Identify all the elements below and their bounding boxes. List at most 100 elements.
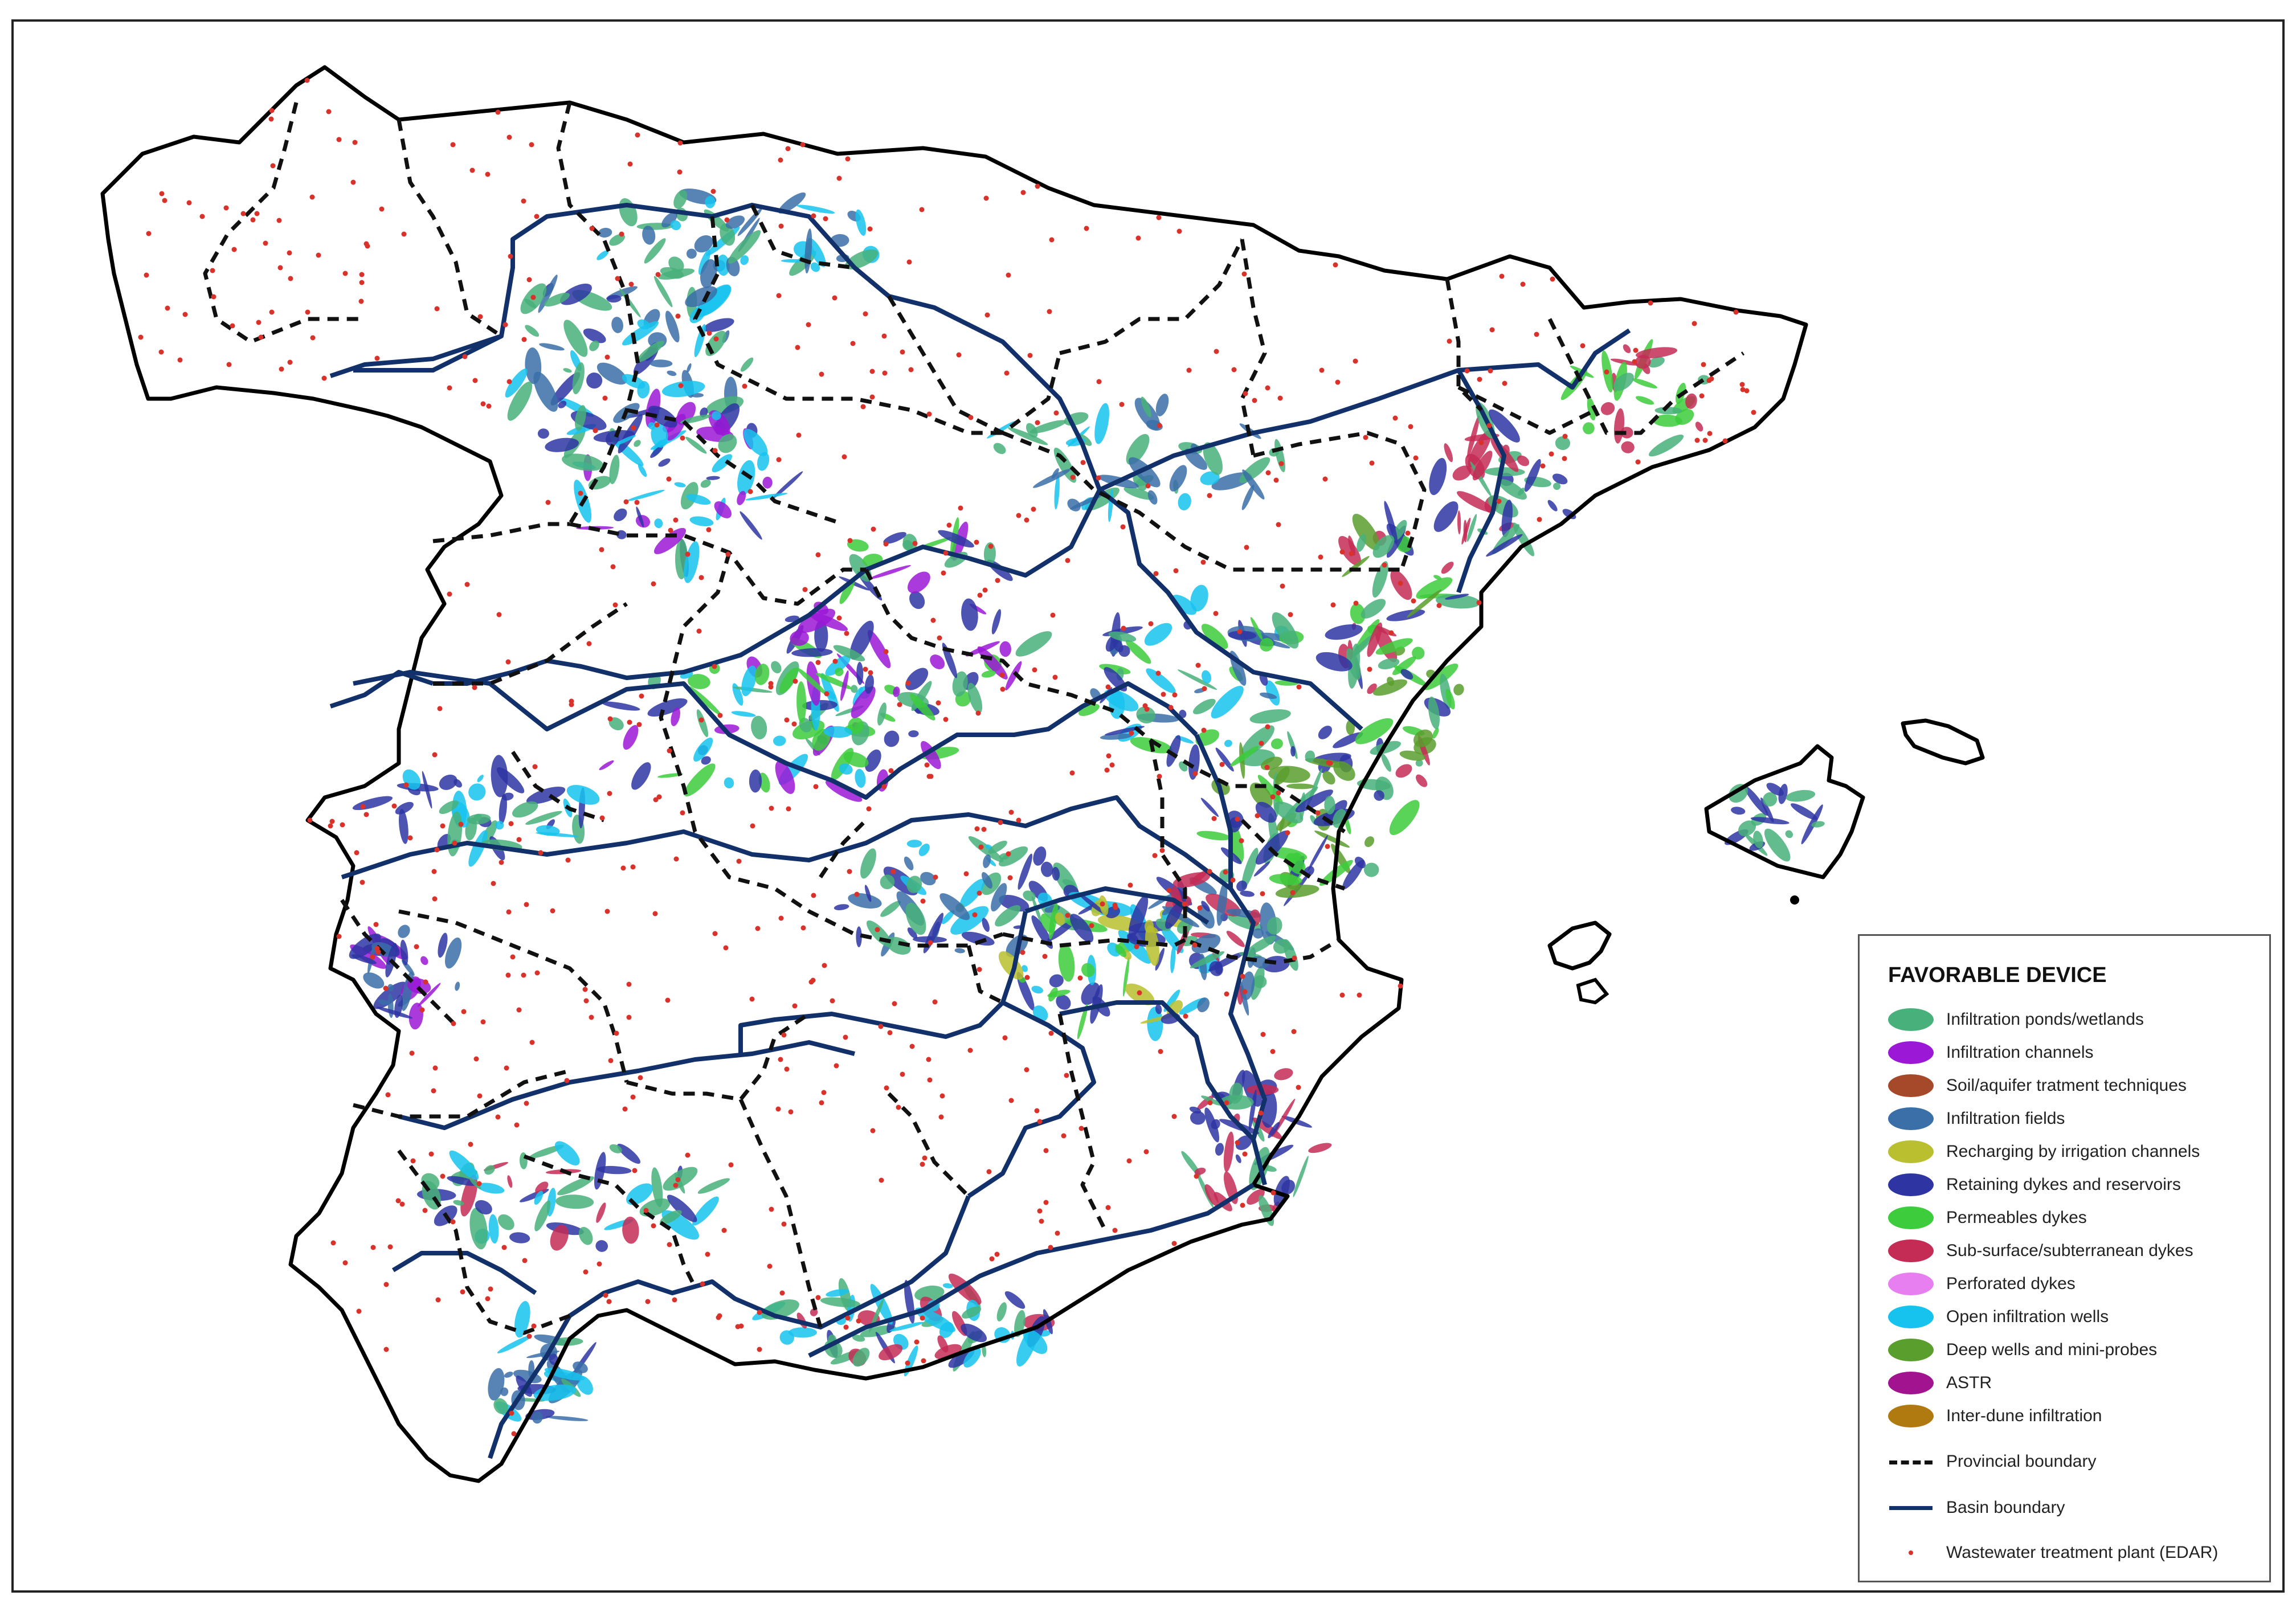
edar-dot [383, 985, 389, 991]
device-patch [1290, 746, 1296, 757]
legend-swatch [1888, 1173, 1934, 1196]
edar-dot [1633, 347, 1639, 353]
device-patch [529, 1144, 564, 1159]
device-patch [796, 667, 828, 695]
legend-item-irrigation-channels: Recharging by irrigation channels [1888, 1137, 2200, 1167]
edar-dot [912, 541, 918, 546]
formentera-outline [1576, 977, 1609, 1005]
device-patch [848, 717, 864, 734]
edar-dot [930, 617, 936, 623]
device-patch [475, 1200, 492, 1215]
ibiza-outline [1547, 920, 1612, 971]
device-patch [1760, 797, 1774, 823]
edar-dot [1201, 727, 1207, 733]
device-patch [469, 1208, 488, 1250]
edar-dot [545, 500, 551, 505]
edar-dot [1357, 992, 1362, 998]
edar-dot [531, 1323, 537, 1329]
legend-item-permeable-dykes: Permeables dykes [1888, 1203, 2087, 1233]
edar-dot [999, 672, 1005, 678]
legend-label: Infiltration channels [1946, 1043, 2094, 1062]
edar-dot [922, 1155, 928, 1161]
edar-dot [1182, 901, 1187, 907]
edar-dot [1002, 1035, 1008, 1041]
edar-dot [612, 602, 618, 608]
edar-dot [665, 997, 671, 1003]
edar-dot [921, 1358, 926, 1364]
edar-dot [304, 77, 310, 83]
edar-dot [1436, 603, 1442, 608]
edar-dot [1288, 612, 1293, 617]
device-patch [835, 668, 844, 677]
device-patch [810, 1308, 818, 1316]
edar-dot [1278, 461, 1284, 467]
edar-dot [1035, 183, 1040, 189]
device-patch [1632, 378, 1657, 388]
device-patch [907, 571, 930, 594]
edar-dot [750, 823, 755, 829]
device-patch [1275, 885, 1319, 898]
edar-dot [1744, 388, 1750, 394]
device-patch [1791, 803, 1817, 820]
edar-dot [651, 1223, 656, 1229]
device-patch [1230, 746, 1259, 767]
edar-dot [1285, 830, 1290, 836]
device-patch [954, 948, 965, 954]
edar-dot [620, 865, 626, 871]
edar-dot [926, 411, 932, 417]
edar-dot [569, 702, 574, 707]
edar-dot [1562, 433, 1568, 439]
edar-dot [606, 1299, 612, 1304]
device-patch [1357, 534, 1366, 552]
device-patch [468, 830, 488, 867]
edar-dot [307, 817, 313, 823]
edar-dot [1702, 437, 1708, 443]
edar-dot [1296, 684, 1302, 690]
device-patch [1247, 1189, 1265, 1205]
edar-dot [1171, 1241, 1177, 1246]
device-patch [703, 318, 734, 332]
device-patch [790, 630, 809, 646]
device-patch [1375, 638, 1413, 655]
device-patch [855, 768, 866, 788]
device-patch [1412, 647, 1425, 660]
edar-dot [1064, 1073, 1069, 1078]
device-patch [1122, 956, 1130, 997]
edar-dot [1159, 848, 1165, 853]
device-patch [751, 715, 767, 739]
device-patch [840, 670, 849, 701]
edar-dot [521, 198, 526, 204]
device-patch [1126, 433, 1150, 465]
edar-dot [1277, 395, 1283, 401]
device-patch [694, 235, 713, 253]
device-patch [453, 1200, 464, 1206]
edar-dot [409, 1050, 415, 1056]
device-patch [1265, 680, 1280, 706]
edar-dot [841, 454, 847, 460]
edar-dot [1121, 625, 1126, 631]
edar-dot [530, 294, 536, 300]
edar-dot [1089, 923, 1094, 928]
edar-dot [1733, 309, 1739, 315]
edar-dot [800, 142, 806, 148]
edar-dot [583, 1269, 589, 1275]
edar-dot [354, 850, 359, 856]
edar-dot [779, 1290, 785, 1296]
edar-dot [1270, 1049, 1276, 1054]
device-patch [684, 541, 700, 583]
edar-dot [685, 551, 691, 557]
device-patch [1472, 451, 1493, 481]
edar-dot [998, 820, 1003, 825]
device-patch [1367, 683, 1377, 694]
device-patch [572, 362, 585, 395]
device-patch [825, 780, 863, 802]
mallorca-outline [1704, 744, 1865, 879]
edar-dot [529, 1040, 535, 1045]
edar-dot [800, 925, 806, 931]
device-patch [545, 1415, 589, 1421]
device-patch [1235, 1135, 1252, 1151]
edar-dot [340, 822, 345, 828]
edar-dot [250, 217, 256, 223]
device-patch [1193, 698, 1216, 714]
